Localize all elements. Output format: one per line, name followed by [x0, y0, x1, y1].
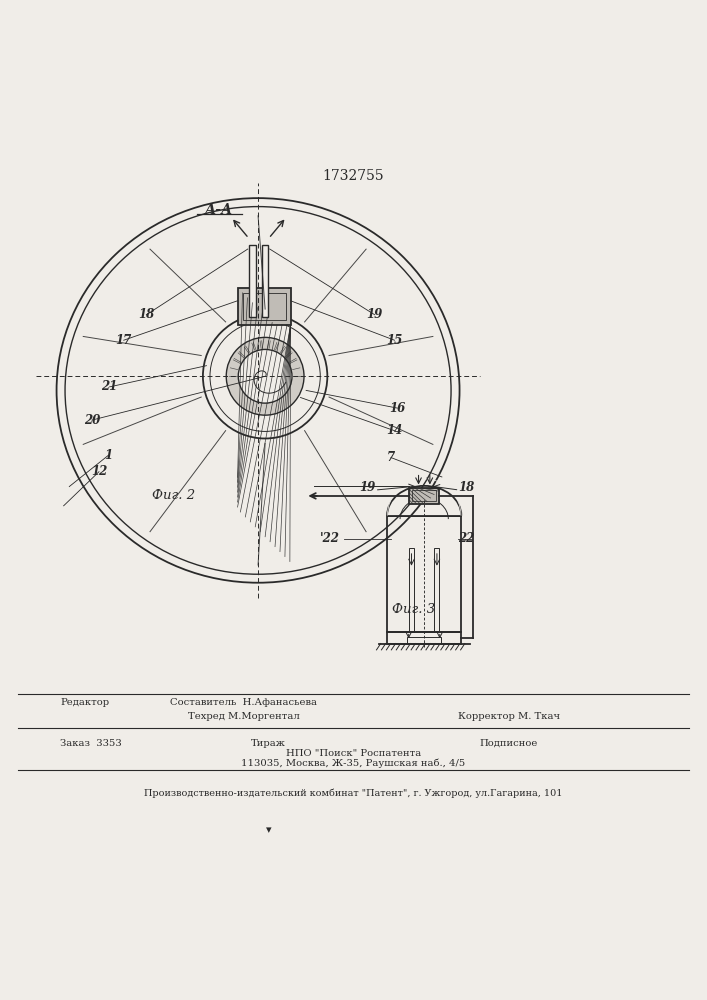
Text: 7: 7 [387, 451, 395, 464]
Text: 19: 19 [367, 308, 382, 321]
Bar [409, 548, 414, 632]
Text: 22: 22 [459, 532, 474, 545]
Text: 20: 20 [84, 414, 100, 427]
Bar [238, 288, 291, 325]
Text: Заказ  3353: Заказ 3353 [60, 739, 122, 748]
Text: Производственно-издательский комбинат "Патент", г. Ужгород, ул.Гагарина, 101: Производственно-издательский комбинат "П… [144, 789, 563, 798]
Ellipse shape [238, 349, 292, 403]
Text: Подписное: Подписное [480, 739, 538, 748]
Text: ▾: ▾ [266, 825, 271, 835]
Bar [249, 245, 256, 317]
Text: 14: 14 [387, 424, 402, 437]
Text: НПО "Поиск" Роспатента: НПО "Поиск" Роспатента [286, 749, 421, 758]
Text: 15: 15 [387, 334, 402, 347]
Text: Редактор: Редактор [60, 698, 109, 707]
Text: 17: 17 [116, 334, 132, 347]
Text: Составитель  Н.Афанасьева: Составитель Н.Афанасьева [170, 698, 317, 707]
Bar [387, 516, 461, 632]
Text: Фиг. 3: Фиг. 3 [392, 603, 435, 616]
Ellipse shape [226, 337, 304, 415]
Text: '22: '22 [320, 532, 340, 545]
Bar [262, 245, 268, 317]
Text: 16: 16 [390, 402, 405, 415]
Bar [243, 293, 286, 320]
Text: 19: 19 [360, 481, 375, 494]
Text: 12: 12 [91, 465, 107, 478]
Bar [434, 548, 440, 632]
Bar [412, 490, 436, 501]
Text: А-А: А-А [205, 203, 233, 217]
Text: Фиг. 2: Фиг. 2 [152, 489, 194, 502]
Wedge shape [387, 478, 461, 516]
Bar [407, 637, 441, 644]
Text: 1732755: 1732755 [322, 169, 385, 183]
Text: 1: 1 [104, 449, 112, 462]
Text: 21: 21 [102, 380, 117, 393]
Text: Техред М.Моргентал: Техред М.Моргентал [188, 712, 300, 721]
Text: 113035, Москва, Ж-35, Раушская наб., 4/5: 113035, Москва, Ж-35, Раушская наб., 4/5 [241, 758, 466, 768]
Text: 18: 18 [139, 308, 154, 321]
Text: 18: 18 [459, 481, 474, 494]
Bar [409, 488, 439, 504]
Bar [387, 632, 461, 644]
Text: Тираж: Тираж [251, 739, 286, 748]
Text: Корректор М. Ткач: Корректор М. Ткач [458, 712, 560, 721]
